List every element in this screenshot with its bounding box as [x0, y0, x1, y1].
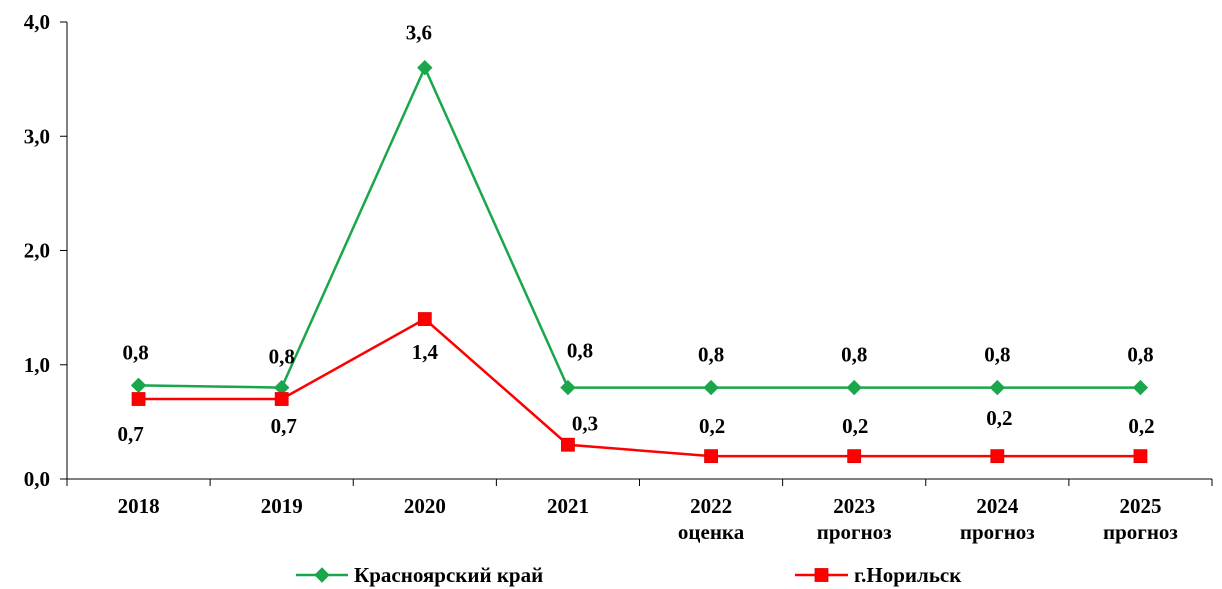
x-tick-label-line: 2018 — [118, 494, 160, 518]
x-tick-label-line: 2025 — [1119, 494, 1161, 518]
x-tick-label-line: 2024 — [976, 494, 1019, 518]
legend-label: Красноярский край — [354, 563, 543, 587]
x-tick-label-line: 2021 — [547, 494, 589, 518]
data-label: 0,8 — [841, 343, 867, 367]
square-marker — [847, 449, 862, 464]
series-line — [138, 64, 1141, 389]
diamond-marker — [846, 379, 862, 396]
axes: 0,0 1,0 2,0 3,0 4,0 2018 2019 2020 2021 2022 оценк… — [24, 10, 1213, 544]
data-label: 0,3 — [572, 412, 598, 436]
square-marker — [131, 392, 146, 406]
data-label: 0,8 — [122, 340, 148, 364]
x-tick-label: 2024 прогноз — [960, 494, 1035, 544]
x-tick-label-line: прогноз — [960, 520, 1035, 544]
square-marker — [990, 449, 1005, 464]
x-tick-label: 2018 — [118, 494, 160, 518]
data-label: 0,8 — [567, 339, 593, 363]
diamond-marker — [417, 59, 433, 76]
y-tick-label: 0,0 — [24, 467, 50, 491]
diamond-marker — [130, 377, 147, 394]
data-label: 0,2 — [1128, 414, 1154, 438]
square-marker — [1133, 449, 1148, 464]
x-tick-label: 2022 оценка — [678, 494, 745, 544]
data-label: 0,8 — [698, 343, 724, 367]
legend-item: Красноярский край — [296, 563, 543, 587]
series-layer — [130, 59, 1149, 464]
series-line — [138, 317, 1141, 458]
x-tick-label: 2023 прогноз — [817, 494, 892, 544]
data-label: 0,7 — [117, 422, 143, 446]
legend-square-marker — [814, 568, 829, 582]
x-tick-label-line: оценка — [678, 520, 745, 544]
y-tick-label: 4,0 — [24, 10, 50, 34]
data-label: 0,7 — [271, 414, 297, 438]
x-tick-label: 2019 — [261, 494, 303, 518]
data-label: 0,8 — [269, 345, 295, 369]
data-label: 0,8 — [1127, 343, 1153, 367]
x-tick-label-line: 2022 — [690, 494, 732, 518]
x-tick-label-line: 2020 — [404, 494, 446, 518]
data-label: 0,2 — [699, 414, 725, 438]
legend-item: г.Норильск — [795, 563, 962, 587]
x-tick-label: 2025 прогноз — [1103, 494, 1178, 544]
x-tick-label: 2021 — [547, 494, 589, 518]
data-label: 3,6 — [406, 21, 432, 45]
square-marker — [274, 392, 289, 406]
x-tick-label-line: 2023 — [833, 494, 875, 518]
data-label: 1,4 — [412, 340, 439, 364]
data-label: 0,2 — [842, 414, 868, 438]
data-label: 0,2 — [986, 406, 1012, 430]
x-tick-label-line: прогноз — [1103, 520, 1178, 544]
x-tick-label-line: 2019 — [261, 494, 303, 518]
square-marker — [704, 449, 718, 464]
x-tick-label-line: прогноз — [817, 520, 892, 544]
square-marker — [417, 312, 432, 326]
y-tick-label: 1,0 — [24, 353, 50, 377]
legend-label: г.Норильск — [854, 563, 962, 587]
y-tick-label: 2,0 — [24, 239, 50, 263]
legend: Красноярский край г.Норильск — [296, 563, 962, 587]
diamond-marker — [1132, 379, 1149, 396]
diamond-marker — [560, 379, 576, 396]
legend-diamond-marker — [314, 567, 330, 583]
x-tick-label: 2020 — [404, 494, 446, 518]
diamond-marker — [989, 379, 1006, 396]
data-label: 0,8 — [984, 343, 1010, 367]
y-tick-label: 3,0 — [24, 124, 50, 148]
diamond-marker — [703, 379, 719, 396]
square-marker — [561, 437, 575, 452]
data-labels: 0,8 0,8 3,6 0,8 0,8 0,8 0,8 0,8 0,7 0,7 1,4 0,3 0,2 0… — [117, 21, 1154, 446]
